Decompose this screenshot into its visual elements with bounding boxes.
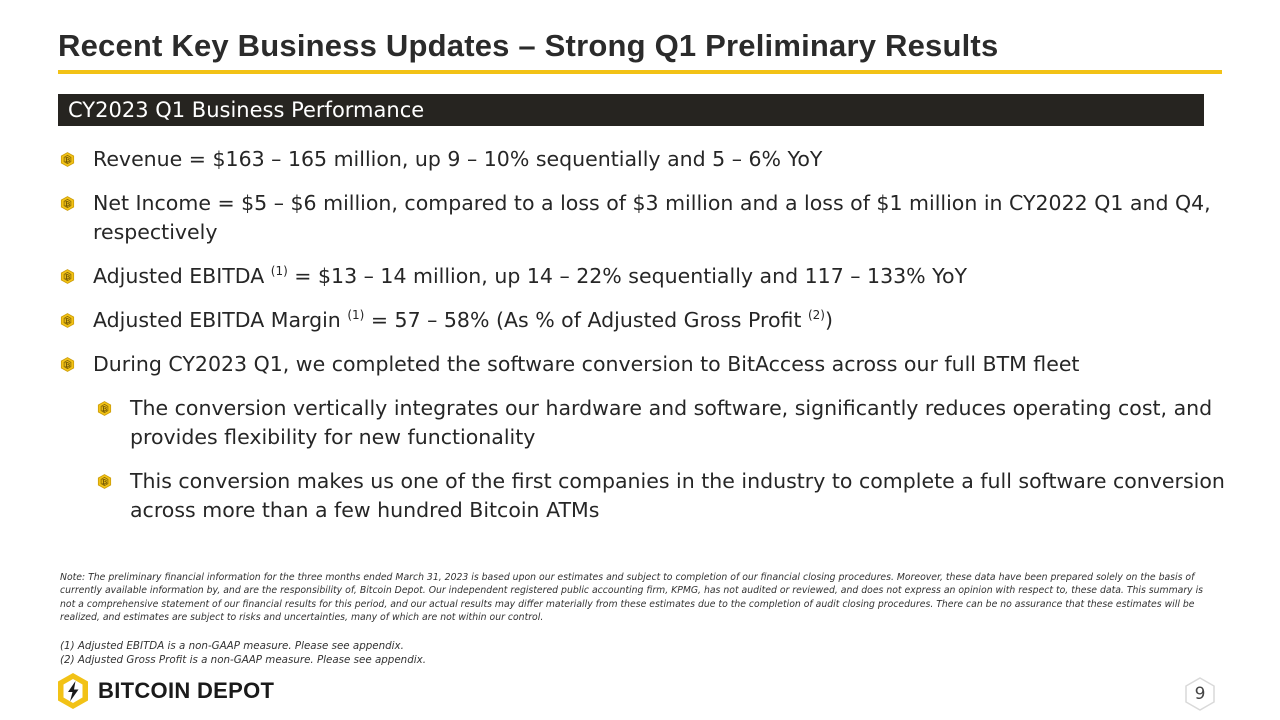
section-header: CY2023 Q1 Business Performance — [58, 94, 1204, 126]
footnote-ref: (2) — [807, 308, 825, 323]
svg-text:₿: ₿ — [65, 273, 71, 281]
bullet-software-conversion: ₿ During CY2023 Q1, we completed the sof… — [60, 350, 1230, 379]
footnotes: (1) Adjusted EBITDA is a non-GAAP measur… — [60, 639, 760, 667]
page-title: Recent Key Business Updates – Strong Q1 … — [58, 28, 999, 63]
bullet-ebitda-margin: ₿ Adjusted EBITDA Margin (1) = 57 – 58% … — [60, 306, 1230, 335]
svg-text:₿: ₿ — [102, 478, 108, 486]
bullet-net-income: ₿ Net Income = $5 – $6 million, compared… — [60, 189, 1230, 247]
page-number-badge: 9 — [1182, 676, 1218, 712]
footnote-ref: (1) — [270, 264, 288, 279]
bullet-text: Net Income = $5 – $6 million, compared t… — [93, 191, 1211, 244]
footnote-2: (2) Adjusted Gross Profit is a non-GAAP … — [60, 654, 426, 666]
bullet-text: Revenue = $163 – 165 million, up 9 – 10%… — [93, 147, 823, 171]
footnote-ref: (1) — [347, 308, 365, 323]
footnote-1: (1) Adjusted EBITDA is a non-GAAP measur… — [60, 640, 404, 652]
bullet-text-start: Adjusted EBITDA — [93, 264, 271, 288]
title-underline — [58, 70, 1222, 74]
svg-text:₿: ₿ — [65, 317, 71, 325]
svg-text:₿: ₿ — [102, 405, 108, 413]
bullet-text-end: ) — [824, 308, 833, 332]
bitcoin-depot-logo-icon — [58, 673, 88, 709]
hexagon-coin-icon: ₿ — [60, 269, 75, 284]
hexagon-coin-icon: ₿ — [60, 357, 75, 372]
bullet-text-start: Adjusted EBITDA Margin — [93, 308, 348, 332]
logo-text: BITCOIN DEPOT — [98, 678, 275, 703]
disclaimer-note: Note: The preliminary financial informat… — [60, 572, 1204, 623]
bullet-text-middle: = 57 – 58% (As % of Adjusted Gross Profi… — [364, 308, 808, 332]
company-logo: BITCOIN DEPOT — [56, 672, 274, 710]
svg-text:₿: ₿ — [65, 361, 71, 369]
bullet-list: ₿ Revenue = $163 – 165 million, up 9 – 1… — [60, 145, 1230, 540]
bullet-text: The conversion vertically integrates our… — [130, 396, 1213, 449]
hexagon-coin-icon: ₿ — [60, 313, 75, 328]
sub-bullet-integration: ₿ The conversion vertically integrates o… — [97, 394, 1230, 452]
hexagon-coin-icon: ₿ — [97, 474, 112, 489]
hexagon-badge-icon — [1185, 677, 1215, 711]
bullet-text: This conversion makes us one of the firs… — [130, 469, 1225, 522]
bullet-adjusted-ebitda: ₿ Adjusted EBITDA (1) = $13 – 14 million… — [60, 262, 1230, 291]
svg-text:₿: ₿ — [65, 156, 71, 164]
hexagon-coin-icon: ₿ — [60, 152, 75, 167]
svg-text:₿: ₿ — [65, 200, 71, 208]
bullet-revenue: ₿ Revenue = $163 – 165 million, up 9 – 1… — [60, 145, 1230, 174]
sub-bullet-industry-first: ₿ This conversion makes us one of the fi… — [97, 467, 1230, 525]
hexagon-coin-icon: ₿ — [60, 196, 75, 211]
page-number: 9 — [1194, 684, 1206, 704]
bullet-text: During CY2023 Q1, we completed the softw… — [93, 352, 1080, 376]
hexagon-coin-icon: ₿ — [97, 401, 112, 416]
bullet-text-end: = $13 – 14 million, up 14 – 22% sequenti… — [287, 264, 968, 288]
